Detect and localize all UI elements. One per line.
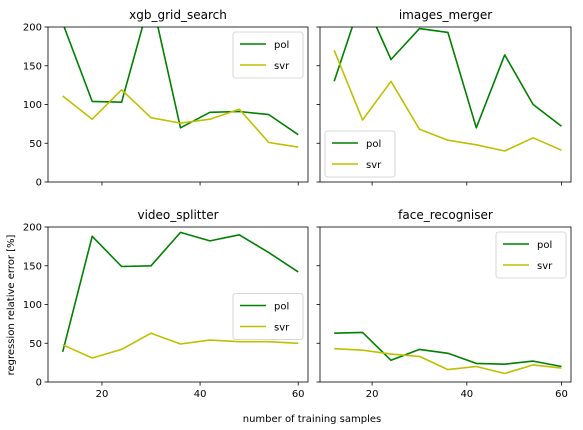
panel-title: images_merger (399, 8, 492, 22)
legend: pol svr (495, 231, 567, 279)
panel-title: face_recogniser (398, 208, 493, 222)
x-tick-label: 60 (292, 389, 305, 400)
x-tick-label: 20 (366, 389, 379, 400)
panel-xgb_grid_search: xgb_grid_search 0 50 100 150 200 pol svr (23, 8, 309, 189)
x-axis-label: number of training samples (243, 414, 382, 425)
legend-box (495, 231, 567, 279)
series-line-svr (62, 89, 299, 148)
panel-face_recogniser: face_recogniser 20 40 60 pol svr (316, 208, 572, 400)
series-line-svr (62, 332, 299, 359)
y-tick-label: 150 (23, 61, 42, 72)
series-line-svr (333, 49, 562, 152)
y-tick-label: 50 (29, 139, 42, 150)
legend-label-svr: svr (366, 160, 382, 171)
legend-label-svr: svr (537, 261, 553, 272)
x-tick-label: 60 (555, 389, 568, 400)
panel-title: video_splitter (137, 208, 218, 222)
legend: pol svr (232, 293, 304, 340)
legend-box (232, 293, 304, 340)
y-tick-label: 0 (36, 378, 42, 389)
x-tick-label: 40 (194, 389, 207, 400)
y-tick-label: 100 (23, 300, 42, 311)
y-tick-label: 200 (23, 23, 42, 34)
series-line-pol (333, 27, 562, 129)
series-line-pol (63, 27, 299, 136)
y-tick-label: 50 (29, 339, 42, 350)
y-tick-label: 0 (36, 178, 42, 189)
legend: pol svr (324, 130, 396, 178)
x-tick-label: 20 (96, 389, 109, 400)
legend-label-pol: pol (274, 302, 289, 313)
y-tick-label: 100 (23, 100, 42, 111)
series-line-pol (61, 231, 299, 352)
legend-label-pol: pol (366, 139, 381, 150)
panel-title: xgb_grid_search (129, 8, 227, 22)
legend-label-pol: pol (537, 240, 552, 251)
legend-box (324, 130, 396, 178)
y-tick-label: 150 (23, 261, 42, 272)
legend-label-svr: svr (274, 61, 290, 72)
legend-label-pol: pol (274, 40, 289, 51)
series-line-svr (334, 347, 562, 375)
legend-label-svr: svr (274, 323, 290, 334)
legend-box (232, 31, 304, 79)
series-line-pol (334, 331, 562, 368)
legend: pol svr (232, 31, 304, 79)
y-tick-label: 200 (23, 223, 42, 234)
y-axis-label: regression relative error [%] (6, 234, 17, 375)
panel-video_splitter: video_splitter 0 50 100 150 200 20 40 60 pol svr (23, 208, 309, 400)
x-tick-label: 40 (460, 389, 473, 400)
